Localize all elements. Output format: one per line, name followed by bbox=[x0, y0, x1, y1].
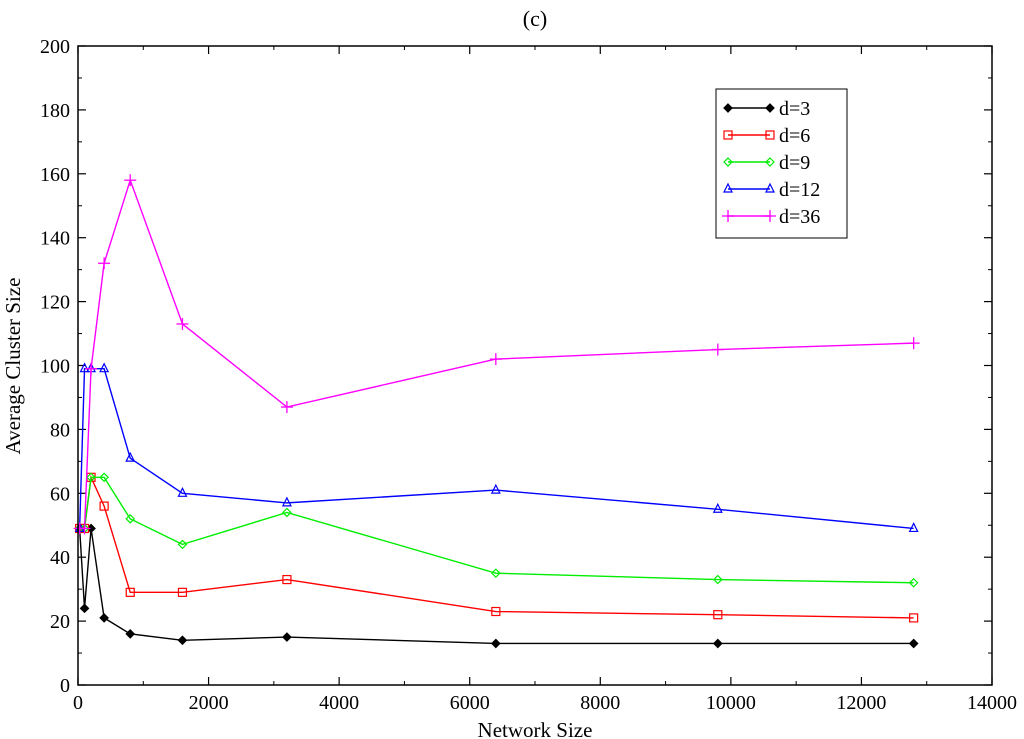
data-point bbox=[99, 613, 109, 623]
y-tick-label: 200 bbox=[40, 36, 70, 58]
data-point bbox=[909, 613, 919, 623]
legend-entry: d=36 bbox=[722, 206, 820, 228]
x-tick-label: 0 bbox=[73, 692, 83, 714]
data-point bbox=[177, 539, 188, 550]
legend-marker bbox=[723, 130, 733, 140]
data-point bbox=[711, 343, 724, 356]
y-tick-label: 0 bbox=[60, 675, 70, 697]
y-tick-label: 180 bbox=[40, 100, 70, 122]
y-tick-label: 60 bbox=[50, 483, 70, 505]
series-d=36 bbox=[73, 174, 920, 535]
data-point bbox=[712, 638, 723, 649]
x-axis-label: Network Size bbox=[478, 718, 593, 739]
data-point bbox=[98, 257, 111, 270]
data-point bbox=[176, 317, 189, 330]
data-point bbox=[282, 507, 292, 518]
data-point bbox=[908, 522, 919, 533]
data-point bbox=[712, 502, 723, 513]
x-tick-label: 2000 bbox=[189, 692, 229, 714]
legend-entry: d=12 bbox=[723, 179, 820, 201]
legend-marker bbox=[764, 210, 776, 222]
data-point bbox=[99, 501, 109, 511]
legend-marker bbox=[723, 157, 733, 167]
x-tick-label: 12000 bbox=[836, 692, 886, 714]
legend-marker bbox=[765, 157, 775, 167]
legend-marker bbox=[723, 103, 733, 113]
series-d=12 bbox=[74, 362, 919, 533]
y-tick-label: 40 bbox=[50, 547, 70, 569]
series-line bbox=[78, 528, 914, 645]
data-point bbox=[125, 629, 136, 639]
data-point bbox=[79, 362, 90, 373]
series-line bbox=[78, 367, 914, 530]
data-point bbox=[490, 638, 501, 649]
y-tick-label: 100 bbox=[40, 356, 70, 378]
plot-frame bbox=[77, 45, 993, 686]
y-tick-label: 140 bbox=[40, 228, 70, 250]
series-line bbox=[79, 474, 914, 619]
x-tick-label: 8000 bbox=[580, 692, 620, 714]
data-point bbox=[908, 577, 919, 588]
data-point bbox=[125, 587, 135, 597]
legend-marker bbox=[765, 182, 775, 193]
chart-title: (c) bbox=[523, 6, 547, 31]
legend-label: d=9 bbox=[779, 152, 810, 174]
legend-entry: d=6 bbox=[723, 125, 810, 147]
x-axis-ticks: 0 2000 4000 6000 8000 10000 12000 14000 bbox=[73, 46, 1017, 714]
legend-box bbox=[715, 88, 848, 239]
legend-marker bbox=[765, 130, 775, 140]
data-point bbox=[908, 638, 919, 649]
x-tick-label: 6000 bbox=[450, 692, 490, 714]
x-tick-label: 14000 bbox=[967, 692, 1017, 714]
data-point bbox=[490, 568, 501, 579]
x-tick-label: 4000 bbox=[319, 692, 359, 714]
legend-marker bbox=[765, 103, 775, 113]
data-point bbox=[86, 472, 96, 483]
data-point bbox=[125, 514, 136, 524]
data-point bbox=[79, 603, 90, 614]
data-point bbox=[99, 362, 110, 373]
data-point bbox=[713, 610, 723, 620]
data-point bbox=[78, 522, 91, 535]
data-point bbox=[281, 496, 292, 507]
series-line bbox=[79, 476, 914, 584]
legend-label: d=36 bbox=[779, 206, 820, 228]
legend-label: d=3 bbox=[779, 98, 810, 120]
legend-marker bbox=[723, 182, 733, 193]
data-point bbox=[282, 574, 292, 585]
data-point bbox=[282, 632, 292, 642]
data-point bbox=[490, 483, 501, 494]
data-point bbox=[712, 574, 723, 585]
data-point bbox=[85, 362, 98, 375]
data-point bbox=[124, 174, 137, 187]
series-line bbox=[79, 178, 914, 530]
series-d=3 bbox=[74, 523, 919, 649]
series-d=9 bbox=[74, 472, 919, 588]
x-tick-label: 10000 bbox=[706, 692, 756, 714]
legend-label: d=12 bbox=[779, 179, 820, 201]
y-tick-label: 120 bbox=[40, 292, 70, 314]
legend-label: d=6 bbox=[779, 125, 810, 147]
data-point bbox=[125, 451, 136, 462]
data-point bbox=[489, 353, 502, 366]
data-point bbox=[491, 606, 501, 617]
data-point bbox=[99, 472, 109, 483]
y-tick-label: 160 bbox=[40, 164, 70, 186]
data-point bbox=[177, 635, 188, 646]
y-axis-label: Average Cluster Size bbox=[1, 278, 25, 455]
legend: d=3 d=6 d=9 d=12 d=36 bbox=[715, 88, 848, 239]
y-axis-ticks: 0 20 40 60 80 100 120 140 160 180 200 bbox=[40, 36, 992, 697]
legend-marker bbox=[722, 210, 734, 222]
legend-entry: d=3 bbox=[723, 98, 810, 120]
data-point bbox=[177, 486, 188, 497]
data-point bbox=[907, 337, 920, 350]
legend-entry: d=9 bbox=[723, 152, 810, 174]
series-layer bbox=[73, 174, 920, 649]
y-tick-label: 20 bbox=[50, 611, 70, 633]
data-point bbox=[280, 401, 293, 414]
y-tick-label: 80 bbox=[50, 419, 70, 441]
data-point bbox=[177, 587, 188, 597]
